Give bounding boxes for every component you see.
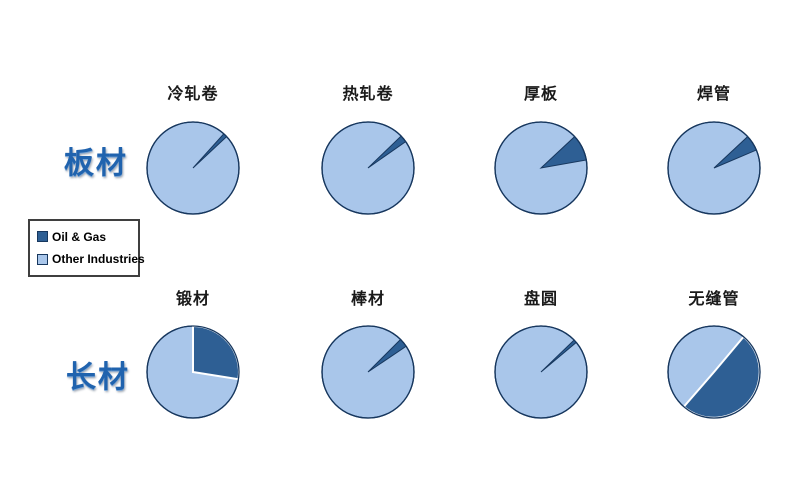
pie-chart-heavy-plate	[494, 120, 588, 215]
pie-outline	[667, 120, 761, 215]
pie-chart-wire-rod	[494, 324, 588, 419]
pie-chart-seamless-pipe	[667, 324, 761, 419]
pie-title-seamless-pipe: 无缝管	[688, 291, 740, 308]
legend-label: Oil & Gas	[52, 229, 107, 244]
legend-item-other-industries: Other Industries	[37, 252, 145, 266]
legend-item-oil-gas: Oil & Gas	[37, 230, 138, 244]
legend-label: Other Industries	[52, 252, 145, 267]
pie-outline	[494, 120, 588, 215]
pie-title-hot-rolled-coil: 热轧卷	[342, 86, 394, 103]
other-industries-swatch-icon	[37, 253, 48, 265]
row-label-long-products: 长材	[66, 361, 130, 394]
pie-title-welded-pipe: 焊管	[696, 86, 731, 103]
pie-outline	[667, 324, 761, 419]
pie-title-forged-material: 锻材	[175, 291, 210, 308]
pie-chart-forged-material	[146, 324, 240, 419]
oil-gas-slice	[192, 324, 240, 380]
pie-title-cold-rolled-coil: 冷轧卷	[167, 86, 219, 103]
pie-chart-bar	[321, 324, 415, 419]
pie-outline	[146, 324, 240, 419]
legend-box: Oil & Gas Other Industries	[28, 219, 145, 277]
oil-gas-swatch-icon	[37, 231, 48, 243]
pie-chart-hot-rolled-coil	[321, 120, 415, 215]
row-label-plate-products: 板材	[64, 147, 128, 180]
pie-title-bar: 棒材	[350, 291, 385, 308]
pie-chart-cold-rolled-coil	[146, 120, 240, 215]
pie-title-heavy-plate: 厚板	[523, 86, 558, 103]
pie-outline	[321, 324, 415, 419]
pie-outline	[494, 324, 588, 419]
pie-outline	[321, 120, 415, 215]
pie-outline	[146, 120, 240, 215]
pie-title-wire-rod: 盘圆	[523, 291, 558, 308]
pie-chart-welded-pipe	[667, 120, 761, 215]
